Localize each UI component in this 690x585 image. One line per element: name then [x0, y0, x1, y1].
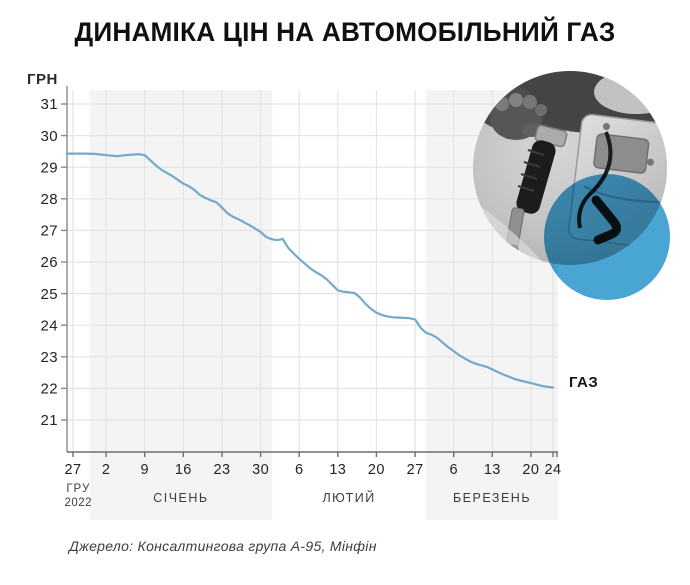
- y-tick-labels: 21 22 23 24 25 26 27 28 29 30 31: [41, 96, 59, 429]
- month-sublabel: 2022: [65, 497, 93, 509]
- axes: [61, 86, 558, 457]
- x-tick-label: 16: [175, 462, 192, 478]
- x-tick-label: 13: [329, 462, 346, 478]
- y-tick-label: 30: [41, 128, 59, 145]
- page-title: ДИНАМІКА ЦІН НА АВТОМОБІЛЬНИЙ ГАЗ: [74, 17, 616, 47]
- y-tick-label: 29: [41, 159, 59, 176]
- month-label: ЛЮТИЙ: [322, 490, 375, 505]
- y-axis-title: ГРН: [27, 71, 58, 88]
- y-tick-label: 31: [41, 96, 59, 113]
- x-tick-labels: 27 2 9 16 23 30 6 13 20 27 6 13 20 24: [65, 462, 562, 478]
- gridlines: [67, 90, 557, 452]
- price-line: [65, 152, 555, 389]
- x-tick-label: 23: [214, 462, 231, 478]
- y-tick-label: 27: [41, 223, 59, 240]
- y-tick-label: 25: [41, 286, 59, 303]
- x-tick-label: 30: [252, 462, 269, 478]
- y-tick-label: 21: [41, 412, 59, 429]
- x-tick-label: 9: [140, 462, 148, 478]
- month-label: ГРУ: [66, 483, 90, 495]
- y-tick-label: 26: [41, 254, 59, 271]
- month-labels: ГРУ 2022 СІЧЕНЬ ЛЮТИЙ БЕРЕЗЕНЬ: [65, 483, 531, 509]
- x-tick-label: 20: [368, 462, 385, 478]
- x-tick-label: 27: [65, 462, 82, 478]
- month-label: СІЧЕНЬ: [153, 491, 208, 505]
- y-tick-label: 28: [41, 191, 59, 208]
- y-tick-label: 22: [41, 381, 59, 398]
- x-tick-label: 24: [545, 462, 562, 478]
- x-tick-label: 6: [295, 462, 303, 478]
- y-tick-label: 24: [41, 317, 59, 334]
- blue-accent-circle: [544, 174, 670, 300]
- x-tick-label: 27: [407, 462, 424, 478]
- month-band: [89, 90, 273, 520]
- x-tick-label: 6: [449, 462, 457, 478]
- month-label: БЕРЕЗЕНЬ: [453, 491, 531, 505]
- x-tick-label: 20: [522, 462, 539, 478]
- x-tick-label: 2: [102, 462, 110, 478]
- series-label: ГАЗ: [569, 374, 599, 391]
- source-note: Джерело: Консалтингова група А-95, Мінфі…: [69, 538, 377, 554]
- x-tick-label: 13: [484, 462, 501, 478]
- y-tick-label: 23: [41, 349, 59, 366]
- photo-highlight: [594, 71, 667, 114]
